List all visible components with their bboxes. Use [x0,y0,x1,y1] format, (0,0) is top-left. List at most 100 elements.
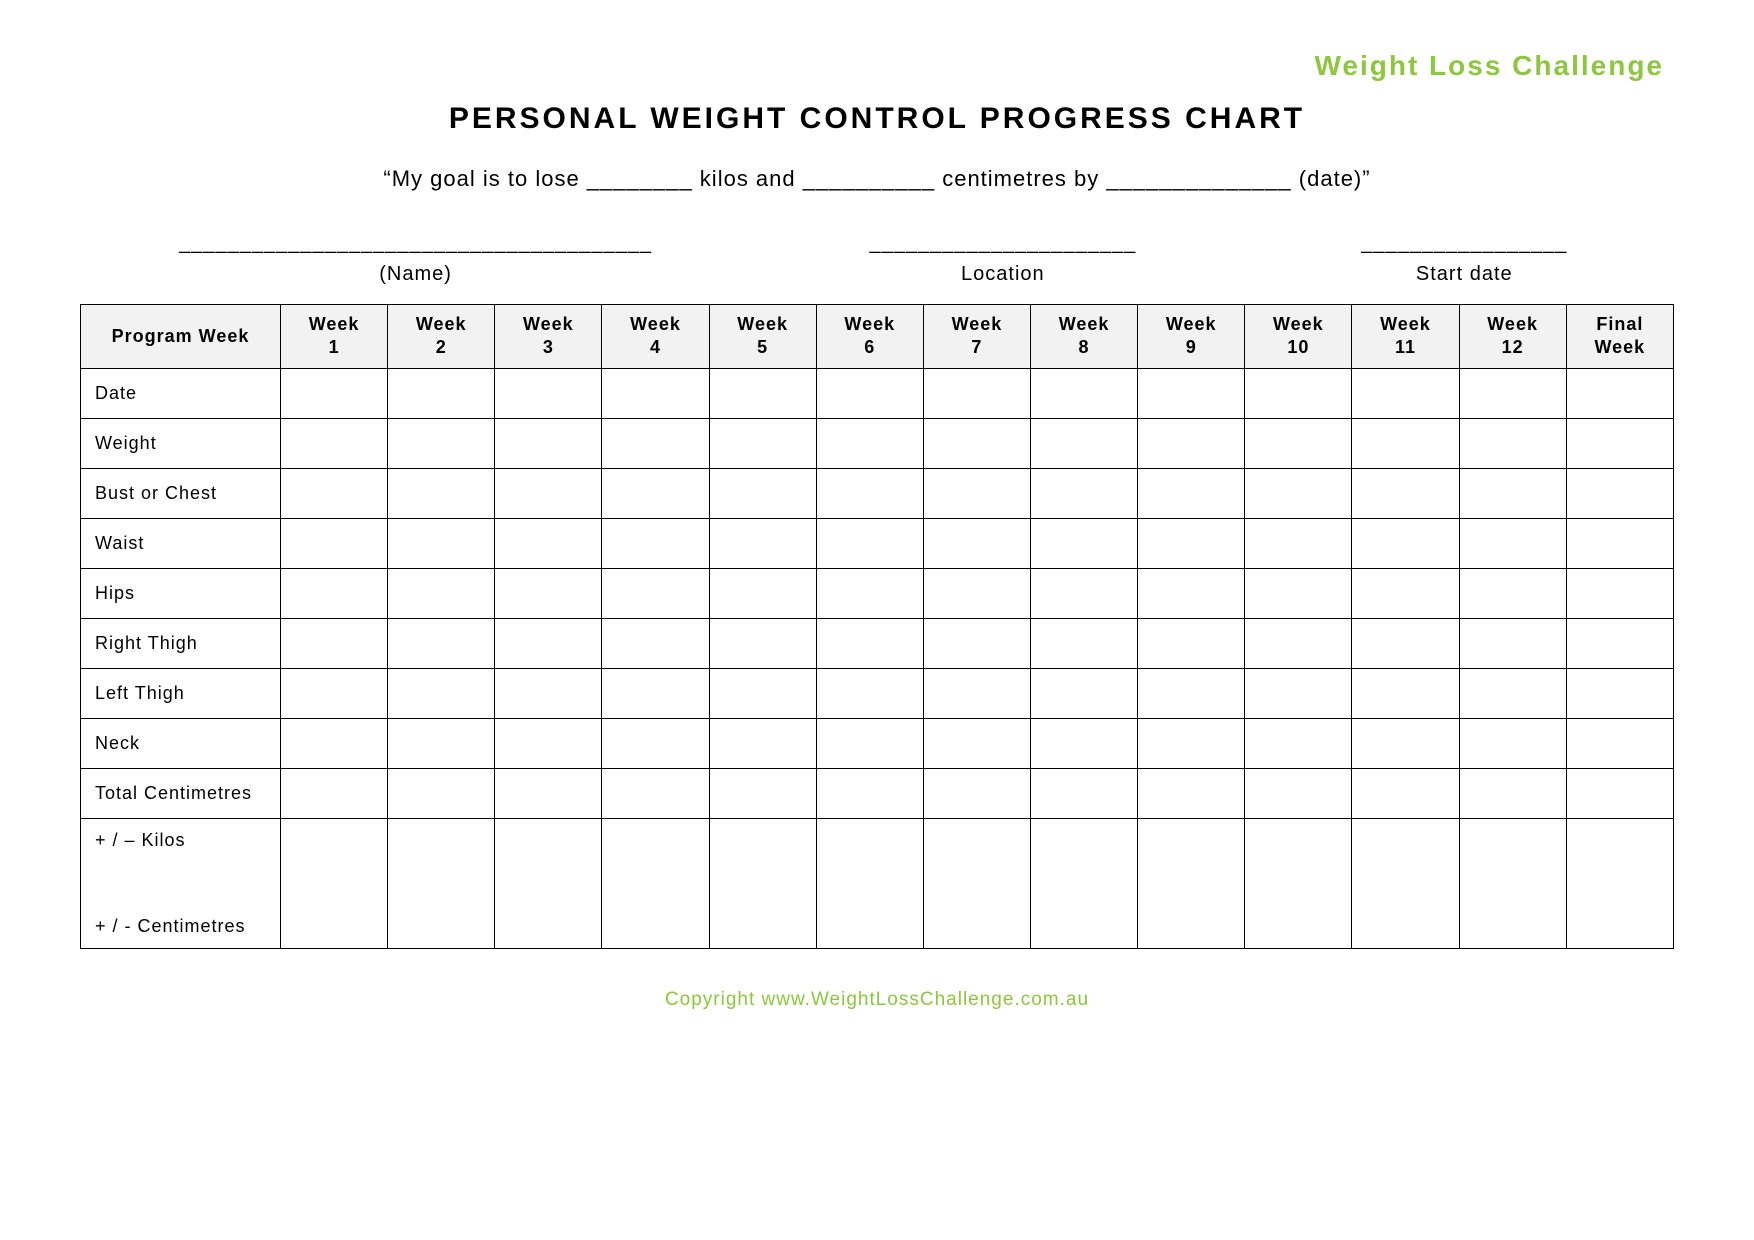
data-cell [1030,468,1137,518]
data-cell [602,768,709,818]
data-cell [388,518,495,568]
data-cell [1245,468,1352,518]
data-cell [1566,768,1673,818]
data-cell [1352,468,1459,518]
data-cell [816,668,923,718]
data-cell [1138,468,1245,518]
data-cell [923,718,1030,768]
data-cell [816,518,923,568]
data-cell [923,418,1030,468]
info-labels: (Name) Location Start date [80,263,1674,286]
data-cell [709,818,816,949]
data-cell [281,468,388,518]
data-cell [816,718,923,768]
header-week: Week12 [1459,305,1566,369]
data-cell [1030,768,1137,818]
data-cell [602,418,709,468]
data-cell [923,768,1030,818]
data-cell [1566,668,1673,718]
data-cell [923,818,1030,949]
startdate-blank: _________________ [1255,232,1674,255]
data-cell [1566,468,1673,518]
data-cell [281,368,388,418]
data-cell [1030,518,1137,568]
data-cell [388,768,495,818]
data-cell [1459,418,1566,468]
table-row: Bust or Chest [81,468,1674,518]
data-cell [1030,368,1137,418]
data-cell [1352,668,1459,718]
copyright-footer: Copyright www.WeightLossChallenge.com.au [80,989,1674,1011]
data-cell [388,718,495,768]
location-label: Location [751,263,1254,286]
row-label: Total Centimetres [81,768,281,818]
table-row-summary: + / – Kilos+ / - Centimetres [81,818,1674,949]
header-program-week: Program Week [81,305,281,369]
table-row: Total Centimetres [81,768,1674,818]
header-week: Week9 [1138,305,1245,369]
header-week: Week7 [923,305,1030,369]
data-cell [281,418,388,468]
row-label: Neck [81,718,281,768]
data-cell [709,368,816,418]
data-cell [1030,668,1137,718]
data-cell [1138,818,1245,949]
data-cell [1138,568,1245,618]
data-cell [709,668,816,718]
data-cell [816,568,923,618]
data-cell [602,368,709,418]
data-cell [709,468,816,518]
data-cell [1138,368,1245,418]
data-cell [1352,618,1459,668]
data-cell [388,668,495,718]
data-cell [1566,818,1673,949]
data-cell [281,568,388,618]
data-cell [1245,418,1352,468]
table-row: Hips [81,568,1674,618]
data-cell [816,768,923,818]
data-cell [388,418,495,468]
header-week: Week6 [816,305,923,369]
row-label: Date [81,368,281,418]
table-header-row: Program Week Week1 Week2 Week3 Week4 Wee… [81,305,1674,369]
info-blank-lines: _______________________________________ … [80,232,1674,255]
data-cell [1245,768,1352,818]
data-cell [1352,518,1459,568]
data-cell [1566,618,1673,668]
data-cell [1459,518,1566,568]
data-cell [1030,568,1137,618]
table-row: Right Thigh [81,618,1674,668]
location-blank: ______________________ [751,232,1254,255]
table-row: Neck [81,718,1674,768]
row-label: Waist [81,518,281,568]
data-cell [602,618,709,668]
data-cell [495,668,602,718]
table-row: Date [81,368,1674,418]
header-week: Week2 [388,305,495,369]
data-cell [388,468,495,518]
data-cell [495,618,602,668]
data-cell [1138,668,1245,718]
data-cell [1245,368,1352,418]
header-week: Week11 [1352,305,1459,369]
data-cell [1459,368,1566,418]
data-cell [1245,568,1352,618]
data-cell [923,518,1030,568]
data-cell [602,568,709,618]
data-cell [602,668,709,718]
data-cell [281,818,388,949]
data-cell [923,368,1030,418]
data-cell [1030,418,1137,468]
data-cell [923,668,1030,718]
data-cell [709,518,816,568]
row-label-summary: + / – Kilos+ / - Centimetres [81,818,281,949]
data-cell [1459,618,1566,668]
header-week: Week5 [709,305,816,369]
data-cell [1352,568,1459,618]
header-week: Week3 [495,305,602,369]
goal-statement: “My goal is to lose ________ kilos and _… [80,166,1674,192]
data-cell [281,518,388,568]
data-cell [816,618,923,668]
header-week: Week8 [1030,305,1137,369]
header-week: Week1 [281,305,388,369]
